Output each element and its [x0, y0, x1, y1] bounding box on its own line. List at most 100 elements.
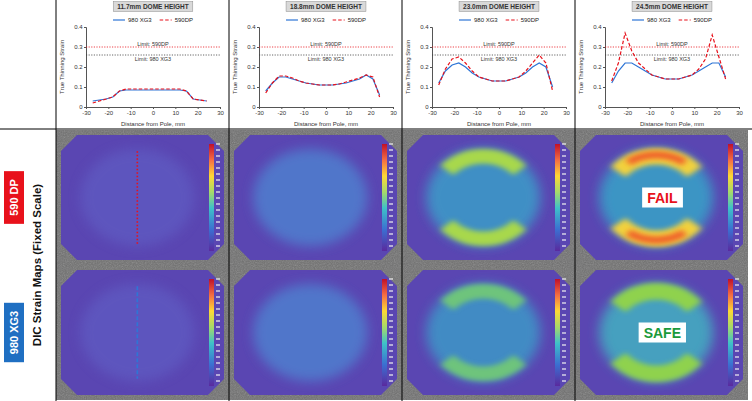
row-label-box: [4, 171, 24, 224]
limit-line: [605, 47, 739, 48]
color-bar-scale: [735, 290, 739, 291]
limit-label: Limit: 590DP: [656, 41, 688, 47]
tick: 0.2: [420, 64, 432, 70]
tick-mark: [84, 107, 86, 108]
section-line: [137, 286, 139, 378]
color-bar-scale: [389, 290, 393, 291]
color-bar: [382, 279, 387, 386]
strain-band: [611, 218, 702, 247]
color-bar-scale: [562, 350, 566, 351]
strain-band: [611, 353, 702, 382]
color-bar-scale: [389, 326, 393, 327]
tick-mark: [544, 107, 545, 109]
color-bar-scale: [389, 221, 393, 222]
color-bar-scale: [216, 362, 220, 363]
tick-label: -10: [300, 110, 309, 116]
color-bar-scale: [216, 314, 220, 315]
title-background: [286, 2, 366, 12]
tick-mark: [84, 87, 86, 88]
limit-label: Limit: 590DP: [310, 41, 342, 47]
color-bar-scale: [562, 215, 566, 216]
tick-mark: [304, 107, 305, 109]
x-axis: -30-20-100102030: [82, 107, 224, 116]
tick: 10: [345, 107, 352, 116]
tick-mark: [627, 107, 628, 109]
tick: 0.2: [74, 64, 86, 70]
tick-mark: [326, 107, 327, 109]
tick-mark: [454, 107, 455, 109]
color-bar-scale: [216, 356, 220, 357]
color-bar-scale: [735, 332, 739, 333]
color-bar-scale: [216, 308, 220, 309]
legend-swatch: [286, 19, 298, 20]
color-bar-scale: [562, 167, 566, 168]
strain-band: [440, 284, 526, 310]
map-speckle: [229, 265, 402, 400]
series-line: [439, 63, 553, 87]
color-bar-scale: [389, 362, 393, 363]
color-bar-scale: [735, 374, 739, 375]
tick: -10: [473, 107, 482, 116]
color-bar-scale: [389, 296, 393, 297]
tick: 0.3: [420, 44, 432, 50]
color-bar-scale: [216, 167, 220, 168]
color-bar-scale: [389, 155, 393, 156]
chart-panel: 23.0mm DOME HEIGHT-30-20-10010203000.10.…: [405, 2, 571, 128]
tick-label: 0.3: [593, 44, 602, 50]
color-bar-scale: [735, 143, 739, 144]
tick: 30: [563, 107, 570, 116]
plot-area: [259, 47, 393, 97]
row-label-box: [4, 303, 24, 362]
tick-mark: [739, 107, 740, 109]
tick-label: 0.3: [420, 44, 429, 50]
tick-mark: [603, 47, 605, 48]
legend-label: 590DP: [521, 17, 539, 23]
limit-line: [432, 47, 566, 48]
chart-panel: 11.7mm DOME HEIGHT-30-20-10010203000.10.…: [59, 2, 225, 128]
color-bar-scale: [216, 326, 220, 327]
color-bar-scale: [562, 344, 566, 345]
color-bar-scale: [562, 239, 566, 240]
color-bar-scale: [216, 374, 220, 375]
tick: 10: [518, 107, 525, 116]
tick-label: 0.4: [74, 24, 83, 30]
tick-mark: [717, 107, 718, 109]
title-box: 11.7mm DOME HEIGHT: [113, 2, 193, 12]
color-bar-scale: [216, 239, 220, 240]
legend-swatch: [506, 19, 518, 20]
tick-label: -20: [623, 110, 632, 116]
color-bar-scale: [389, 191, 393, 192]
tick: 0.3: [247, 44, 259, 50]
color-bar-scale: [562, 356, 566, 357]
limit-label: Limit: 590DP: [483, 41, 515, 47]
map-speckle: [56, 130, 229, 265]
tick-label: -30: [428, 110, 437, 116]
strain-map: [229, 130, 402, 265]
tick-mark: [371, 107, 372, 109]
x-axis-title: Distance from Pole, mm: [121, 121, 185, 127]
y-axis: 00.10.20.30.4: [247, 24, 259, 110]
map-speckle: [402, 265, 575, 400]
y-axis: 00.10.20.30.4: [593, 24, 605, 110]
strain-bands: [440, 284, 526, 381]
color-bar-scale: [216, 161, 220, 162]
result-label: SAFE: [644, 325, 681, 341]
dome-region: [253, 284, 367, 381]
color-bar-scale: [735, 350, 739, 351]
specimen: [61, 270, 224, 395]
color-bar-scale: [562, 290, 566, 291]
color-bar-scale: [216, 191, 220, 192]
tick: -30: [82, 107, 91, 116]
strain-band: [611, 283, 702, 312]
tick-label: 20: [195, 110, 202, 116]
color-bar-scale: [735, 185, 739, 186]
chart-panel: 18.8mm DOME HEIGHT-30-20-10010203000.10.…: [232, 2, 398, 128]
specimen: [580, 135, 743, 260]
tick-mark: [430, 107, 432, 108]
chart-title: 23.0mm DOME HEIGHT: [463, 3, 535, 10]
tick: 20: [541, 107, 548, 116]
color-bar-scale: [216, 173, 220, 174]
limit-line: [259, 47, 393, 48]
legend-swatch: [333, 19, 345, 20]
color-bar-scale: [562, 374, 566, 375]
